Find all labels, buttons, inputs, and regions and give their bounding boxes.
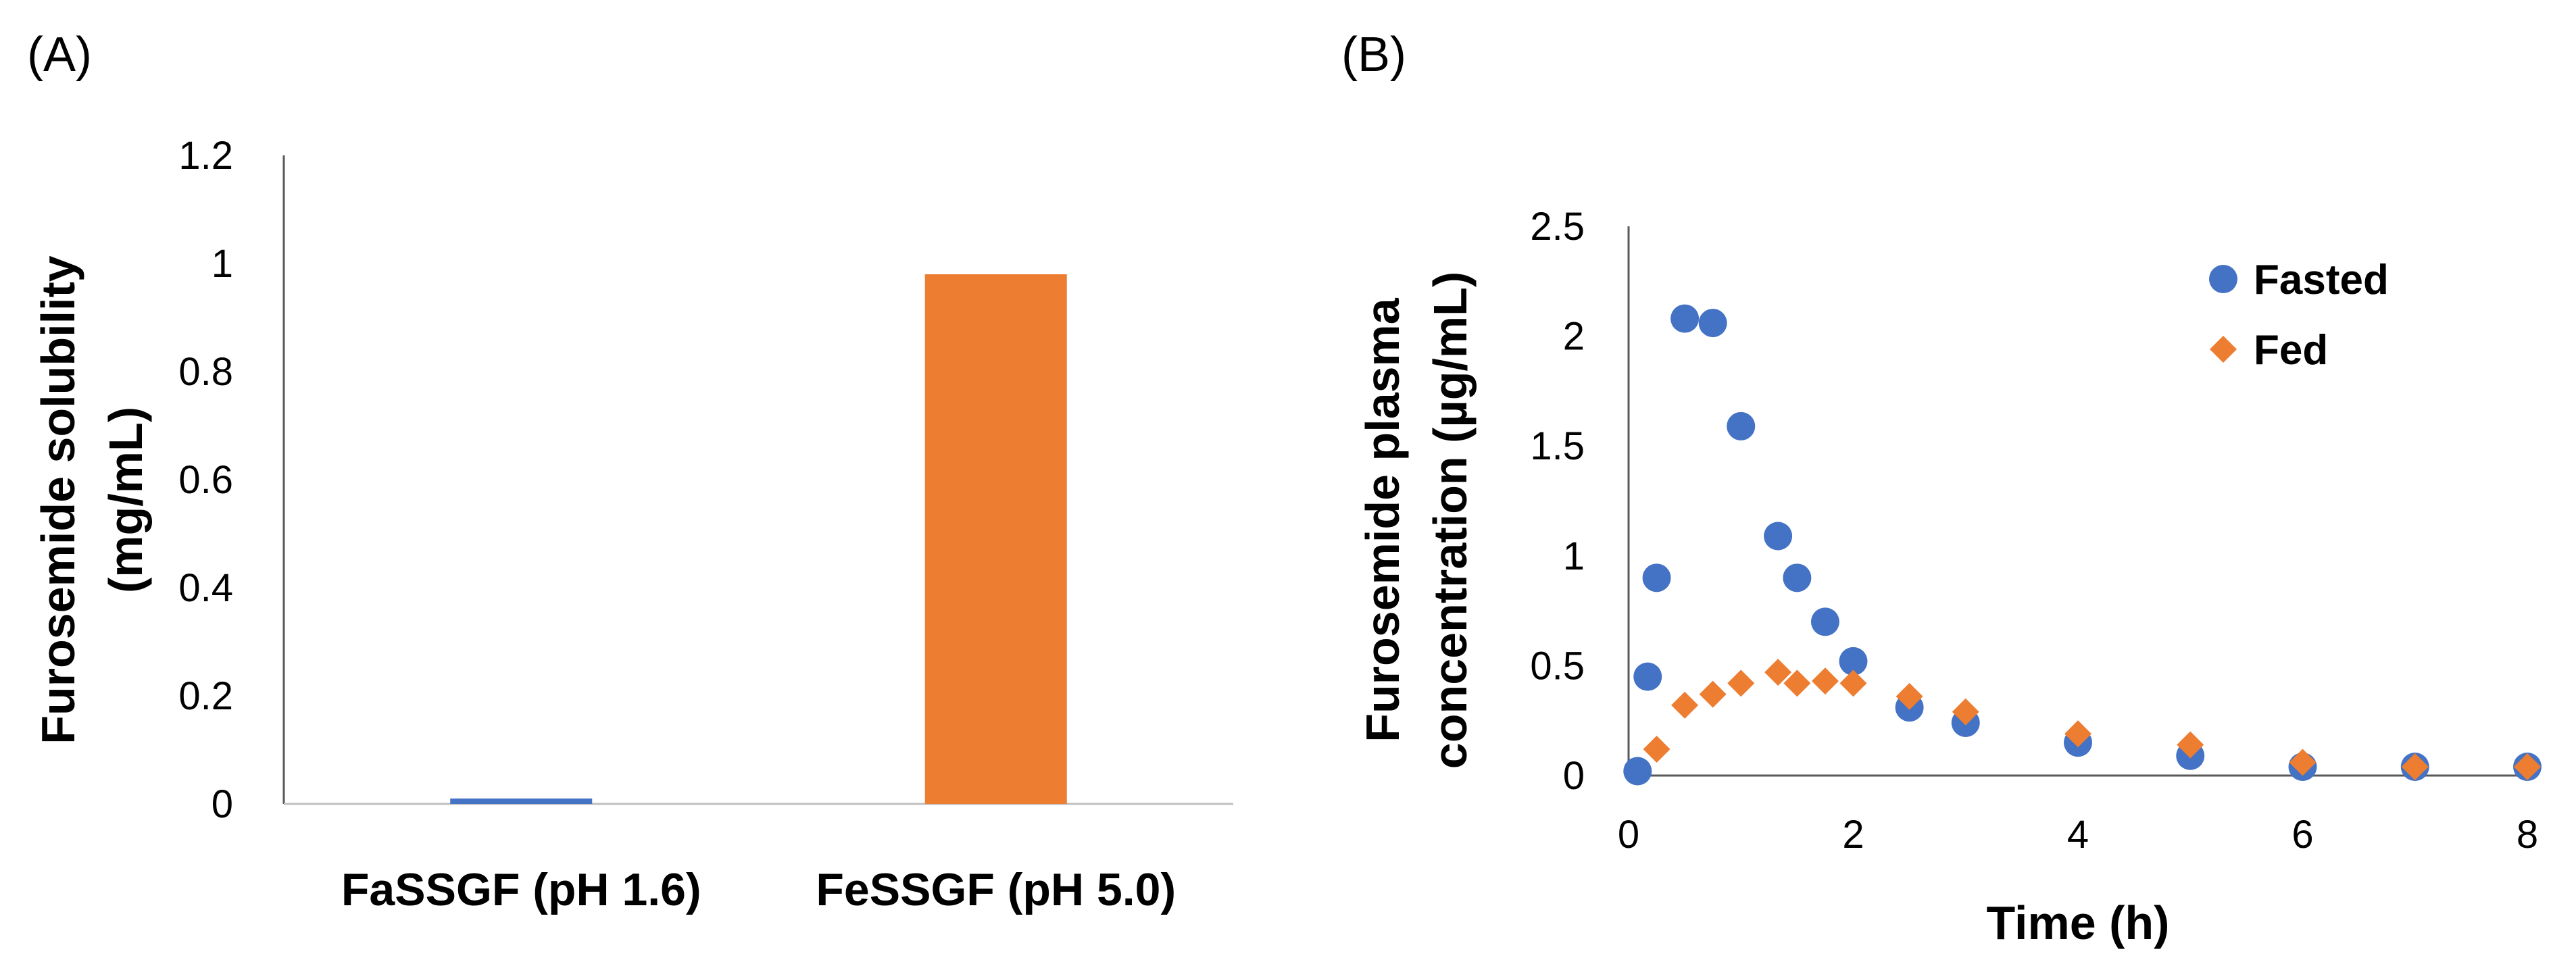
bar-y-tick-label: 0.6 — [178, 458, 233, 502]
scatter-y-tick-label: 0.5 — [1530, 644, 1585, 688]
bar-y-tick-label: 1 — [212, 242, 233, 286]
point-fed — [2514, 753, 2541, 780]
point-fed — [1896, 682, 1923, 710]
bar-y-tick-label: 0.8 — [178, 350, 233, 394]
point-fasted — [1764, 522, 1793, 551]
bar-y-tick-label: 0.2 — [178, 674, 233, 718]
scatter-y-tick-label: 2 — [1563, 315, 1585, 359]
point-fed — [2401, 753, 2429, 780]
scatter-x-tick-label: 4 — [2067, 813, 2089, 857]
scatter-x-tick-label: 2 — [1842, 813, 1864, 857]
point-fed — [2064, 720, 2091, 748]
point-fed — [1643, 735, 1670, 763]
scatter-x-tick-label: 0 — [1618, 813, 1639, 857]
bar-y-tick-label: 0.4 — [178, 566, 233, 610]
bar-category-labels: FaSSGF (pH 1.6) FeSSGF (pH 5.0) — [341, 864, 1176, 915]
point-fasted — [1783, 563, 1812, 592]
scatter-x-tick-label: 6 — [2292, 813, 2313, 857]
scatter-y-tick-label: 1.5 — [1530, 424, 1585, 468]
point-fasted — [1727, 411, 1756, 440]
point-fed — [2289, 749, 2317, 776]
point-fed — [1811, 667, 1839, 695]
panel-b-label: (B) — [1341, 28, 1406, 82]
legend-fasted-label: Fasted — [2254, 257, 2389, 303]
point-fasted — [1642, 563, 1671, 592]
point-fed — [1699, 680, 1727, 708]
panel-a-label: (A) — [27, 28, 92, 82]
bar-y-axis-title-line1: Furosemide solubility — [32, 255, 84, 744]
point-fed — [2177, 731, 2204, 759]
plasma-scatter-chart: 0 0.5 1 1.5 2 2.5 0 2 4 6 8 Furosemide plasma con… — [1356, 205, 2542, 949]
bars — [450, 274, 1067, 804]
bar-fassgf — [450, 799, 593, 804]
bar-y-ticks: 0 0.2 0.4 0.6 0.8 1 1.2 — [178, 134, 233, 826]
point-fasted — [1698, 309, 1727, 338]
scatter-y-axis-title-line2: concentration (µg/mL) — [1424, 272, 1477, 769]
bar-category-label: FeSSGF (pH 5.0) — [816, 864, 1176, 915]
scatter-y-tick-label: 2.5 — [1530, 205, 1585, 249]
point-fed — [1671, 691, 1699, 719]
legend-fasted-marker — [2209, 265, 2237, 293]
bar-category-label: FaSSGF (pH 1.6) — [341, 864, 701, 915]
point-fasted — [1810, 607, 1839, 636]
scatter-points — [1623, 304, 2542, 786]
bar-y-tick-label: 0 — [212, 782, 233, 826]
point-fed — [1783, 669, 1811, 697]
point-fasted — [1623, 757, 1652, 786]
point-fed — [1839, 669, 1867, 697]
point-fasted — [1670, 304, 1700, 333]
point-fasted — [1839, 647, 1868, 676]
legend: Fasted Fed — [2209, 257, 2389, 374]
bar-fessgf — [924, 274, 1067, 804]
scatter-y-ticks: 0 0.5 1 1.5 2 2.5 — [1530, 205, 1585, 798]
bar-y-tick-label: 1.2 — [178, 134, 233, 178]
legend-fed-marker — [2210, 336, 2237, 363]
scatter-x-ticks: 0 2 4 6 8 — [1618, 813, 2538, 857]
scatter-x-tick-label: 8 — [2517, 813, 2538, 857]
bar-y-axis-title-line2: (mg/mL) — [99, 407, 152, 593]
point-fed — [1727, 669, 1755, 697]
scatter-x-axis-title: Time (h) — [1987, 896, 2170, 949]
scatter-y-tick-label: 0 — [1563, 754, 1585, 798]
point-fed — [1764, 659, 1792, 686]
point-fasted — [1633, 662, 1662, 691]
point-fed — [1952, 698, 1979, 726]
scatter-y-tick-label: 1 — [1563, 534, 1585, 578]
legend-fed-label: Fed — [2254, 327, 2328, 374]
solubility-bar-chart: 0 0.2 0.4 0.6 0.8 1 1.2 FaSSGF (pH 1.6) FeSSGF … — [32, 134, 1233, 915]
scatter-y-axis-title-line1: Furosemide plasma — [1356, 297, 1409, 742]
